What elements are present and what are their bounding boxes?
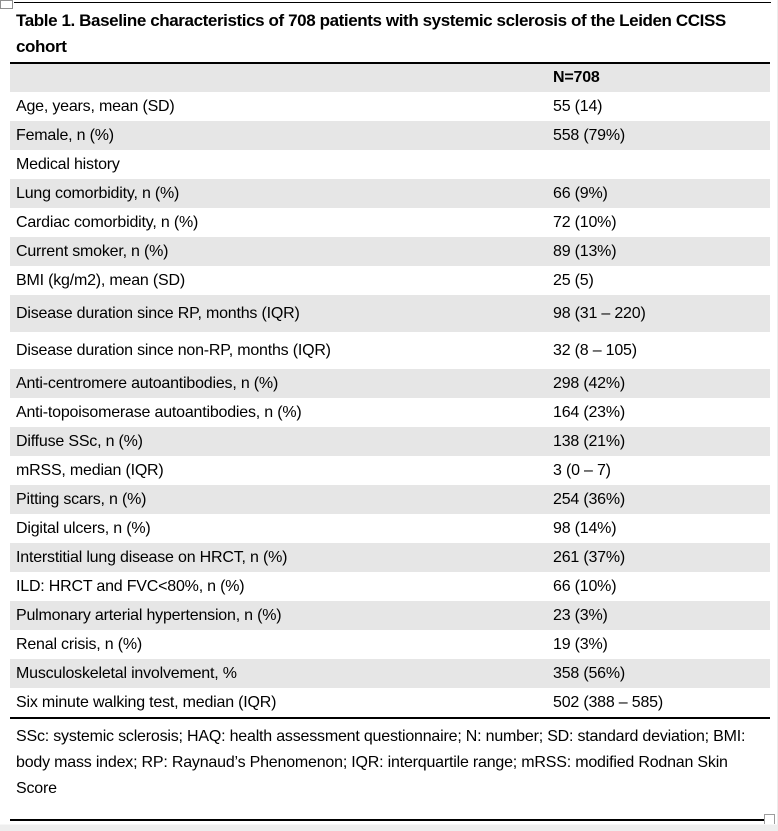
row-value [547,150,770,179]
row-value: 3 (0 – 7) [553,462,611,479]
row-value: 358 (56%) [553,665,626,682]
row-label: Anti-topoisomerase autoantibodies, n (%) [16,404,302,421]
table-row: Digital ulcers, n (%) 98 (14%) [10,514,770,543]
table-row: Lung comorbidity, n (%) 66 (9%) [10,179,770,208]
table-row: Anti-centromere autoantibodies, n (%) 29… [10,369,770,398]
row-value: 32 (8 – 105) [553,342,637,359]
page-top-rule [14,2,771,3]
table-body: Age, years, mean (SD) 55 (14) Female, n … [10,92,770,717]
row-label: BMI (kg/m2), mean (SD) [16,272,185,289]
row-value: 558 (79%) [553,127,626,144]
table-row: Pitting scars, n (%) 254 (36%) [10,485,770,514]
table-row: mRSS, median (IQR) 3 (0 – 7) [10,456,770,485]
table-row: Six minute walking test, median (IQR) 50… [10,688,770,717]
row-value: 138 (21%) [553,433,626,450]
row-label: Pitting scars, n (%) [16,491,147,508]
row-value: 66 (10%) [553,578,617,595]
row-label: Medical history [16,156,120,173]
table-title: Table 1. Baseline characteristics of 708… [16,11,726,56]
row-label: Lung comorbidity, n (%) [16,185,180,202]
row-label: Diffuse SSc, n (%) [16,433,143,450]
table-row: Cardiac comorbidity, n (%) 72 (10%) [10,208,770,237]
row-value: 66 (9%) [553,185,608,202]
table-row: Musculoskeletal involvement, % 358 (56%) [10,659,770,688]
row-label: Anti-centromere autoantibodies, n (%) [16,375,279,392]
row-value: 72 (10%) [553,214,617,231]
baseline-characteristics-table: N=708 Age, years, mean (SD) 55 (14) Fema… [10,62,770,719]
row-value: 164 (23%) [553,404,626,421]
row-label: Current smoker, n (%) [16,243,169,260]
row-label: Musculoskeletal involvement, % [16,665,237,682]
horizontal-scrollbar[interactable] [0,824,778,831]
table-row: Current smoker, n (%) 89 (13%) [10,237,770,266]
table-row: Disease duration since non-RP, months (I… [10,332,770,369]
row-label: mRSS, median (IQR) [16,462,164,479]
table-row: BMI (kg/m2), mean (SD) 25 (5) [10,266,770,295]
table-move-handle[interactable] [0,0,13,9]
header-value-cell: N=708 [553,69,600,86]
table-row: Diffuse SSc, n (%) 138 (21%) [10,427,770,456]
row-value: 254 (36%) [553,491,626,508]
header-label-cell [10,64,547,92]
table-row: Interstitial lung disease on HRCT, n (%)… [10,543,770,572]
row-label: ILD: HRCT and FVC<80%, n (%) [16,578,245,595]
row-value: 23 (3%) [553,607,608,624]
row-value: 25 (5) [553,272,594,289]
table-row: ILD: HRCT and FVC<80%, n (%) 66 (10%) [10,572,770,601]
table-row: Disease duration since RP, months (IQR) … [10,295,770,332]
row-value: 261 (37%) [553,549,626,566]
table-header-row: N=708 [10,64,770,92]
row-label: Disease duration since non-RP, months (I… [16,342,331,359]
table-content: N=708 Age, years, mean (SD) 55 (14) Fema… [10,62,770,821]
row-label: Six minute walking test, median (IQR) [16,694,277,711]
table-footnote: SSc: systemic sclerosis; HAQ: health ass… [10,719,770,821]
row-value: 89 (13%) [553,243,617,260]
row-value: 502 (388 – 585) [553,694,663,711]
row-label: Age, years, mean (SD) [16,98,175,115]
table-row: Female, n (%) 558 (79%) [10,121,770,150]
row-value: 55 (14) [553,98,603,115]
row-label: Disease duration since RP, months (IQR) [16,305,300,322]
table-row: Age, years, mean (SD) 55 (14) [10,92,770,121]
row-label: Pulmonary arterial hypertension, n (%) [16,607,282,624]
row-label: Renal crisis, n (%) [16,636,143,653]
row-value: 298 (42%) [553,375,626,392]
row-value: 19 (3%) [553,636,608,653]
row-label: Cardiac comorbidity, n (%) [16,214,199,231]
table-row: Pulmonary arterial hypertension, n (%) 2… [10,601,770,630]
row-value: 98 (14%) [553,520,617,537]
row-value: 98 (31 – 220) [553,305,646,322]
table-row: Anti-topoisomerase autoantibodies, n (%)… [10,398,770,427]
row-label: Female, n (%) [16,127,114,144]
table-row: Renal crisis, n (%) 19 (3%) [10,630,770,659]
table-row: Medical history [10,150,770,179]
row-label: Interstitial lung disease on HRCT, n (%) [16,549,288,566]
row-label: Digital ulcers, n (%) [16,520,151,537]
